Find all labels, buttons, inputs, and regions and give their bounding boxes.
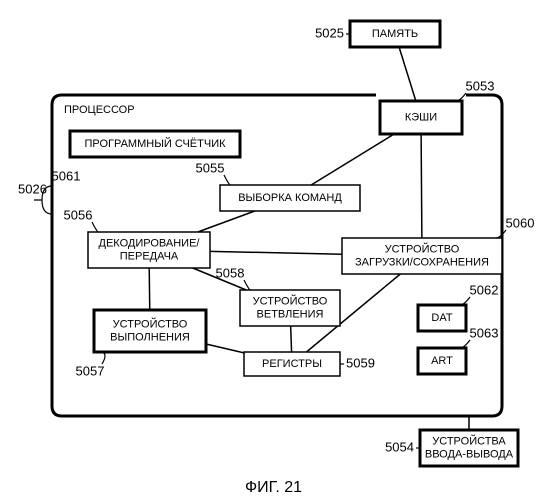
fetch-ref-hook xyxy=(224,175,230,185)
figure-caption: ФИГ. 21 xyxy=(245,479,302,496)
branch-ref-num: 5058 xyxy=(216,265,245,280)
branch-label-1: ВЕТВЛЕНИЯ xyxy=(257,309,324,321)
regs-ref-num: 5059 xyxy=(346,355,375,370)
decode-label-0: ДЕКОДИРОВАНИЕ/ xyxy=(99,237,201,249)
processor-ref-num: 5026 xyxy=(18,181,47,196)
cache-ref-num: 5053 xyxy=(466,78,495,93)
fetch-label-0: ВЫБОРКА КОМАНД xyxy=(238,192,342,204)
branch-label-0: УСТРОЙСТВО xyxy=(253,294,328,307)
art-label-0: ART xyxy=(431,355,453,367)
decode-ref-hook xyxy=(92,222,98,232)
io-ref-num: 5054 xyxy=(385,439,414,454)
loadst-label-0: УСТРОЙСТВО xyxy=(385,242,460,255)
processor-label: ПРОЦЕССОР xyxy=(64,104,135,116)
branch-ref-hook xyxy=(244,280,250,290)
dat-label-0: DAT xyxy=(431,312,452,324)
memory-label-0: ПАМЯТЬ xyxy=(372,28,418,40)
edge-branch-regs xyxy=(291,326,292,352)
exec-ref-hook xyxy=(102,352,105,364)
io-label-1: ВВОДА-ВЫВОДА xyxy=(425,449,514,461)
edge-decode-loadst xyxy=(210,251,342,254)
dat-ref-num: 5062 xyxy=(470,282,499,297)
edge-decode-exec xyxy=(149,268,150,310)
loadst-label-1: ЗАГРУЗКИ/СОХРАНЕНИЯ xyxy=(355,257,489,269)
edge-cache-fetch xyxy=(311,134,394,185)
memory-ref-num: 5025 xyxy=(315,25,344,40)
cache-label-0: КЭШИ xyxy=(405,111,437,123)
pc-ref-num: 5061 xyxy=(52,168,81,183)
art-ref-num: 5063 xyxy=(470,325,499,340)
loadst-ref-num: 5060 xyxy=(506,215,535,230)
exec-label-1: ВЫПОЛНЕНИЯ xyxy=(110,332,190,344)
exec-ref-num: 5057 xyxy=(76,363,105,378)
edge-cache-loadst xyxy=(421,134,422,238)
edge-memory-cache xyxy=(399,47,416,101)
edge-exec-regs xyxy=(206,344,244,353)
exec-label-0: УСТРОЙСТВО xyxy=(113,317,188,330)
decode-ref-num: 5056 xyxy=(64,207,93,222)
fetch-ref-num: 5055 xyxy=(196,160,225,175)
decode-label-1: ПЕРЕДАЧА xyxy=(120,251,179,263)
edge-fetch-decode xyxy=(198,211,255,232)
io-label-0: УСТРОЙСТВА xyxy=(432,434,506,447)
pc-label-0: ПРОГРАММНЫЙ СЧЁТЧИК xyxy=(84,137,226,150)
regs-label-0: РЕГИСТРЫ xyxy=(262,358,322,370)
